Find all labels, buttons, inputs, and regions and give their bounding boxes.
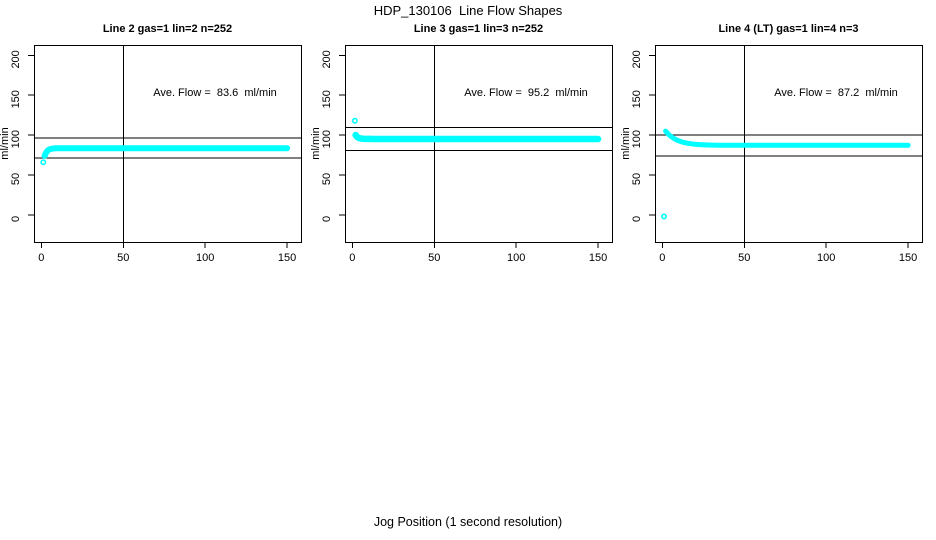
y-tick-label: 0 [631, 216, 643, 222]
panel-plot: 0 50 100 150 0 50 100 150 200 ml/min Ave. Flow = 8… [0, 45, 302, 264]
y-axis-title: ml/min [0, 127, 11, 159]
y-tick-label: 100 [10, 130, 22, 148]
x-tick-label: 50 [428, 252, 440, 264]
panel-title: Line 2 gas=1 lin=2 n=252 [102, 23, 233, 35]
flow-band [352, 131, 602, 143]
ave-flow-annotation: Ave. Flow = 87.2 ml/min [774, 87, 898, 99]
x-tick-label: 100 [817, 252, 835, 264]
x-tick-label: 100 [196, 252, 214, 264]
y-axis-title: ml/min [621, 127, 632, 159]
panel-title: Line 4 (LT) gas=1 lin=4 n=3 [718, 23, 859, 35]
y-tick-label: 50 [10, 173, 22, 185]
x-tick-label: 0 [349, 252, 355, 264]
x-tick-label: 100 [507, 252, 525, 264]
y-tick-label: 100 [321, 130, 333, 148]
outlier-point [351, 117, 358, 124]
y-tick-label: 0 [321, 216, 333, 222]
y-tick-label: 200 [10, 50, 22, 68]
y-axis-title: ml/min [311, 127, 322, 159]
panel-title: Line 3 gas=1 lin=3 n=252 [413, 23, 544, 35]
x-tick-label: 0 [659, 252, 665, 264]
y-tick-label: 50 [631, 173, 643, 185]
y-tick-label: 200 [631, 50, 643, 68]
x-tick-label: 0 [38, 252, 44, 264]
x-tick-label: 50 [738, 252, 750, 264]
flow-band [41, 145, 291, 159]
outlier-point [661, 213, 668, 220]
plot-box [345, 45, 613, 243]
ave-flow-annotation: Ave. Flow = 83.6 ml/min [153, 87, 277, 99]
ave-flow-annotation: Ave. Flow = 95.2 ml/min [464, 87, 588, 99]
plot-box [655, 45, 923, 243]
flow-band [663, 128, 911, 148]
y-tick-label: 50 [321, 173, 333, 185]
panel-plot: 0 50 100 150 0 50 100 150 200 ml/min Ave. Flow = 9… [311, 45, 613, 264]
panel-line4: Line 4 (LT) gas=1 lin=4 n=3 0 50 100 150 0 50… [621, 22, 931, 274]
panel-plot: 0 50 100 150 0 50 100 150 200 ml/min Ave. Flow = 8… [621, 45, 923, 264]
x-axis-label: Jog Position (1 second resolution) [373, 515, 563, 529]
y-tick-label: 100 [631, 130, 643, 148]
x-tick-label: 150 [589, 252, 607, 264]
x-tick-label: 150 [278, 252, 296, 264]
y-tick-label: 150 [631, 90, 643, 108]
x-tick-label: 50 [117, 252, 129, 264]
y-tick-label: 150 [321, 90, 333, 108]
y-tick-label: 150 [10, 90, 22, 108]
panel-line2: Line 2 gas=1 lin=2 n=252 0 50 100 150 0 50 100… [0, 22, 310, 274]
outlier-point [40, 159, 47, 166]
x-tick-label: 150 [899, 252, 917, 264]
y-tick-label: 0 [10, 216, 22, 222]
plot-box [34, 45, 302, 243]
y-tick-label: 200 [321, 50, 333, 68]
panel-line3: Line 3 gas=1 lin=3 n=252 0 50 100 150 0 50 100… [311, 22, 621, 274]
figure-title: HDP_130106 Line Flow Shapes [373, 3, 563, 18]
